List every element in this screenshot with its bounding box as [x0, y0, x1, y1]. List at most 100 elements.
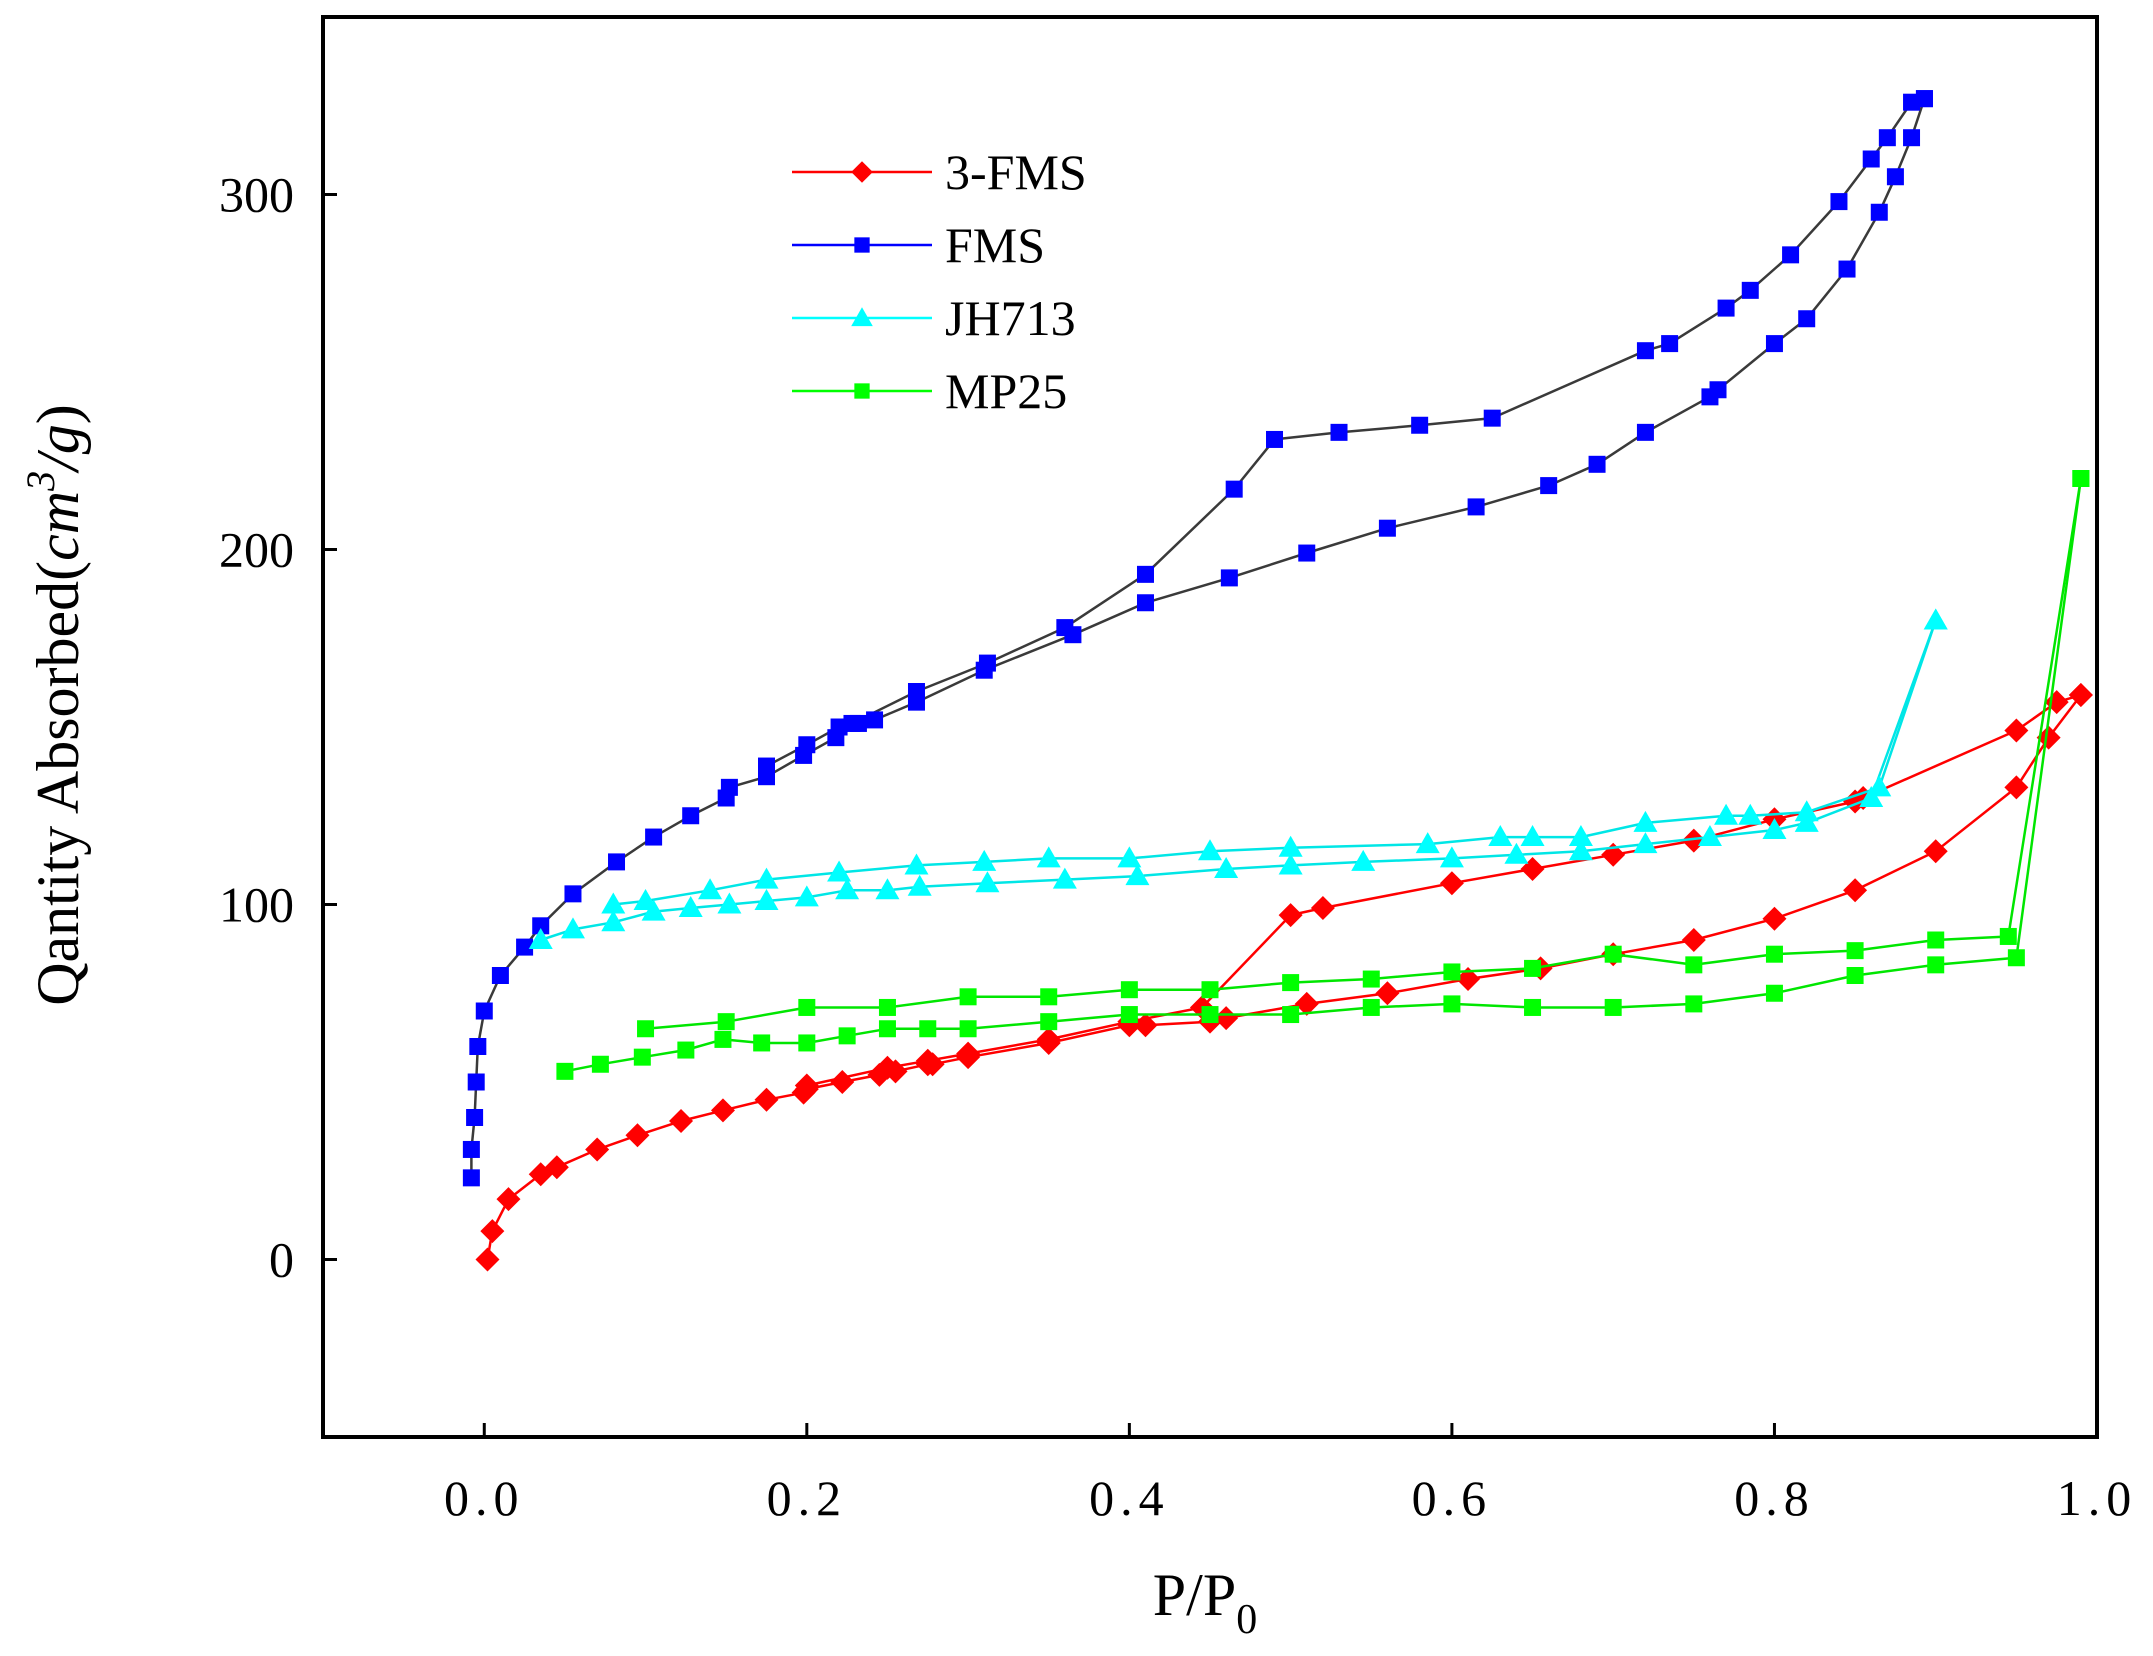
fms-adsorption-point — [645, 828, 663, 846]
3-fms-adsorption-point — [544, 1155, 569, 1180]
3-fms-adsorption-point — [1923, 839, 1948, 864]
fms-adsorption-point — [467, 1073, 485, 1091]
3-fms-desorption-point — [956, 1041, 981, 1066]
3-fms-adsorption-point — [754, 1087, 779, 1112]
jh713-adsorption-point — [1762, 817, 1787, 839]
jh713-desorption-point — [1415, 832, 1440, 854]
mp25-desorption-point — [1765, 945, 1783, 963]
mp25-adsorption-point — [1685, 995, 1703, 1013]
fms-desorption-point — [1717, 299, 1735, 317]
jh713-adsorption-point — [1351, 849, 1376, 871]
x-tick-label: 0.6 — [1412, 1470, 1493, 1526]
3-fms-adsorption-point — [496, 1187, 521, 1212]
3-fms-desorption-point — [1310, 896, 1335, 921]
y-axis-title: Qantity Absorbed(cm3/g) — [18, 404, 91, 1006]
legend-label: FMS — [945, 217, 1045, 273]
jh713-desorption-point — [1923, 608, 1948, 630]
legend-item-3-fms: 3-FMS — [792, 144, 1087, 200]
jh713-desorption-point — [1794, 800, 1819, 822]
3-fms-desorption-point — [915, 1048, 940, 1073]
legend-label: 3-FMS — [945, 144, 1087, 200]
3-fms-adsorption-point — [1294, 991, 1319, 1016]
3-fms-adsorption-point — [1843, 878, 1868, 903]
3-fms-adsorption-point — [830, 1070, 855, 1094]
jh713-adsorption-point — [1052, 867, 1077, 889]
mp25-adsorption-point — [1201, 1006, 1219, 1024]
jh713-desorption-point — [1488, 825, 1513, 847]
fms-adsorption-point — [466, 1109, 484, 1126]
mp25-desorption-point — [637, 1020, 655, 1038]
jh713-adsorption-point — [1794, 810, 1819, 832]
mp25-adsorption-point — [1443, 995, 1461, 1013]
mp25-adsorption-point — [2007, 949, 2025, 967]
jh713-desorption-point — [1520, 825, 1545, 847]
fms-adsorption-point — [1220, 569, 1238, 587]
3-fms-adsorption-point — [2036, 725, 2061, 750]
3-fms-adsorption-point — [710, 1098, 735, 1123]
fms-desorption-point — [1056, 619, 1074, 637]
legend-item-fms: FMS — [792, 217, 1045, 273]
mp25-desorption-point — [1927, 931, 1945, 949]
jh713-adsorption-point — [528, 928, 553, 949]
mp25-adsorption-point — [878, 1020, 896, 1038]
x-tick-label: 0.4 — [1089, 1470, 1170, 1526]
jh713-adsorption-point — [1697, 825, 1722, 847]
jh713-adsorption-point — [1568, 839, 1593, 861]
mp25-adsorption-point — [798, 1034, 816, 1052]
fms-desorption-point — [1862, 150, 1880, 168]
jh713-desorption-point — [754, 867, 779, 889]
jh713-desorption-point — [633, 888, 658, 910]
fms-desorption-point — [907, 683, 925, 700]
fms-adsorption-point — [608, 853, 626, 871]
jh713-desorption-point — [1568, 825, 1593, 847]
jh713-adsorption-point — [975, 871, 1000, 893]
3-fms-adsorption-point — [1375, 981, 1400, 1006]
fms-adsorption-point — [462, 1140, 480, 1158]
3-fms-adsorption-point — [1762, 906, 1787, 931]
fms-desorption-point — [1136, 565, 1154, 583]
fms-adsorption-point — [1136, 594, 1154, 612]
jh713-adsorption-point — [601, 910, 626, 932]
fms-desorption-point — [1483, 409, 1501, 427]
jh713-adsorption-point — [678, 896, 703, 918]
y-tick-label: 300 — [219, 167, 294, 223]
jh713-adsorption-point — [754, 888, 779, 910]
fms-desorption-point — [830, 718, 848, 736]
fms-adsorption-point — [564, 885, 582, 903]
fms-adsorption-point — [1467, 498, 1485, 516]
y-axis-title-close: ) — [25, 404, 91, 424]
legend-marker — [854, 383, 870, 399]
mp25-desorption-point — [1120, 981, 1138, 999]
fms-adsorption-point — [1588, 455, 1606, 473]
3-fms-desorption-point — [1036, 1027, 1061, 1052]
mp25-adsorption-point — [633, 1048, 651, 1066]
jh713-adsorption-point — [1439, 846, 1464, 868]
fms-desorption-point — [758, 757, 775, 775]
fms-adsorption-point — [516, 938, 534, 956]
jh713-desorption-point — [827, 860, 852, 882]
fms-desorption-point — [1782, 246, 1800, 264]
jh713-adsorption-point — [835, 878, 860, 900]
fms-adsorption-point — [1886, 168, 1904, 186]
mp25-desorption-point — [878, 998, 896, 1016]
fms-desorption-point — [1661, 335, 1679, 353]
3-fms-desorption-point — [1439, 871, 1464, 896]
fms-desorption-point — [978, 654, 996, 672]
fms-desorption-point — [1903, 93, 1921, 111]
3-fms-adsorption-point — [475, 1247, 500, 1272]
y-tick-label: 0 — [269, 1232, 294, 1288]
jh713-adsorption-point — [875, 878, 900, 900]
fms-adsorption-point — [1298, 544, 1316, 562]
3-fms-adsorption-point — [1133, 1013, 1158, 1038]
jh713-desorption-point — [1738, 803, 1763, 825]
jh713-desorption-point — [1867, 775, 1892, 797]
3-fms-adsorption-point — [625, 1123, 650, 1148]
jh713-adsorption-point — [1504, 842, 1529, 864]
fms-adsorption-point — [475, 1002, 493, 1020]
tick-layer: 0.0 0.2 0.4 0.6 0.8 1.0 0 100 200 300 — [219, 167, 2131, 1527]
jh713-desorption-point — [1278, 835, 1303, 857]
fms-adsorption-point — [1765, 335, 1783, 353]
series-jh713 — [528, 608, 1948, 949]
fms-desorption-point — [798, 736, 816, 754]
